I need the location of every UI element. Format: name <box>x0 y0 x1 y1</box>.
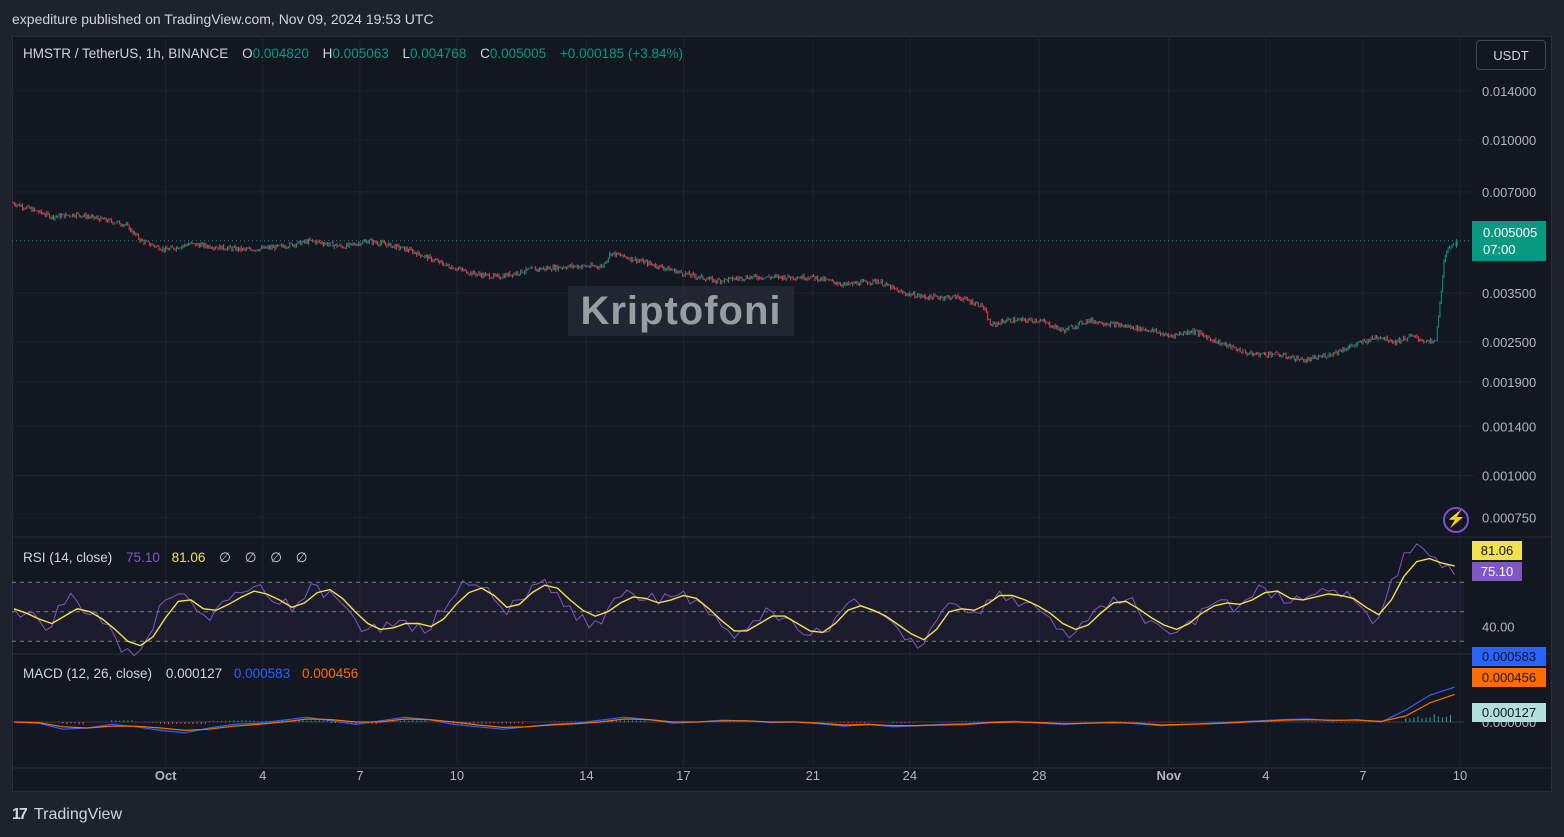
rsi-empty-3: ∅ <box>270 550 282 565</box>
y-tick-label: 0.007000 <box>1482 185 1536 200</box>
macd-signal-value: 0.000456 <box>301 666 359 681</box>
rsi-empty-4: ∅ <box>295 550 308 565</box>
macd-line <box>13 686 1455 734</box>
low-value: 0.004768 <box>410 46 467 61</box>
y-tick-label: 0.002500 <box>1482 335 1536 350</box>
chart-panel[interactable] <box>12 36 1552 792</box>
x-tick-label: 28 <box>1032 768 1046 783</box>
rsi-legend: RSI (14, close) 75.10 81.06 ∅ ∅ ∅ ∅ <box>23 550 312 566</box>
x-tick-label: 21 <box>806 768 820 783</box>
x-tick-label: 10 <box>450 768 464 783</box>
rsi-label[interactable]: RSI (14, close) <box>23 550 113 565</box>
rsi-empty-2: ∅ <box>244 550 257 565</box>
y-tick-label: 0.001900 <box>1482 375 1536 390</box>
symbol-label[interactable]: HMSTR / TetherUS, 1h, BINANCE <box>23 46 229 61</box>
macd-line-value: 0.000583 <box>233 666 291 681</box>
rsi-ma-value: 81.06 <box>171 550 206 565</box>
chart-canvas[interactable]: Oct 4 7 10 14 17 21 24 28 Nov 4 7 10 0.014000 0.010000… <box>12 36 1552 792</box>
y-tick-label: 0.001000 <box>1482 468 1536 483</box>
last-price-tag: 0.005005 07:00 <box>1472 221 1546 261</box>
candle <box>1455 240 1458 247</box>
macd-legend: MACD (12, 26, close) 0.000127 0.000583 0… <box>23 666 362 681</box>
top-bar: expediture published on TradingView.com,… <box>0 0 1564 36</box>
rsi-line <box>13 543 1456 657</box>
low-label: L <box>402 46 411 61</box>
x-tick-label: 7 <box>1359 768 1366 783</box>
y-tick-label: 0.000750 <box>1482 510 1536 525</box>
open-label: O <box>242 46 253 61</box>
x-tick-label: 14 <box>579 768 593 783</box>
x-tick-label: 4 <box>259 768 266 783</box>
close-label: C <box>480 46 490 61</box>
x-tick-label: 17 <box>676 768 690 783</box>
tradingview-brand[interactable]: TradingView <box>33 806 122 823</box>
published-caption: expediture published on TradingView.com,… <box>12 11 434 27</box>
x-tick-label: 10 <box>1453 768 1467 783</box>
watermark: Kriptofoni <box>568 286 794 336</box>
x-tick-label: 7 <box>356 768 363 783</box>
bolt-icon[interactable]: ⚡ <box>1443 507 1469 533</box>
x-tick-label: 24 <box>903 768 917 783</box>
macd-histogram-value: 0.000127 <box>165 666 223 681</box>
rsi-level-label: 40.00 <box>1482 619 1515 634</box>
rsi-ma-line <box>13 557 1455 647</box>
y-tick-label: 0.010000 <box>1482 133 1536 148</box>
rsi-value: 75.10 <box>126 550 160 565</box>
bar-countdown: 07:00 <box>1483 242 1516 257</box>
high-value: 0.005063 <box>332 46 389 61</box>
x-tick-label: Oct <box>155 768 177 783</box>
x-tick-label: 4 <box>1262 768 1269 783</box>
macd-label[interactable]: MACD (12, 26, close) <box>23 666 153 681</box>
y-tick-label: 0.001400 <box>1482 419 1536 434</box>
macd-histogram-tag: 0.000127 <box>1472 703 1546 722</box>
y-tick-label: 0.014000 <box>1482 84 1536 99</box>
rsi-empty-1: ∅ <box>219 550 231 565</box>
macd-signal-line <box>13 693 1455 732</box>
rsi-ma-tag: 81.06 <box>1472 541 1522 560</box>
footer: 17 TradingView <box>12 806 122 824</box>
y-tick-label: 0.003500 <box>1482 286 1536 301</box>
macd-signal-tag: 0.000456 <box>1472 668 1546 687</box>
x-tick-label: Nov <box>1156 768 1181 783</box>
open-value: 0.004820 <box>252 46 309 61</box>
currency-button[interactable]: USDT <box>1476 40 1546 70</box>
change-value: +0.000185 (+3.84%) <box>559 46 684 61</box>
close-value: 0.005005 <box>489 46 547 61</box>
tradingview-logo[interactable]: 17 <box>12 806 28 823</box>
macd-line-tag: 0.000583 <box>1472 647 1546 666</box>
rsi-value-tag: 75.10 <box>1472 562 1522 581</box>
high-label: H <box>322 46 333 61</box>
last-price-value: 0.005005 <box>1483 225 1538 240</box>
price-legend: HMSTR / TetherUS, 1h, BINANCE O0.004820 … <box>23 46 687 61</box>
